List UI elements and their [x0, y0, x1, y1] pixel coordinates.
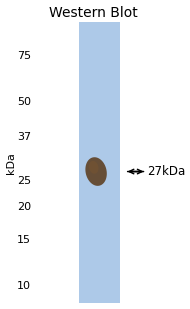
Polygon shape — [85, 157, 107, 186]
Title: Western Blot: Western Blot — [49, 6, 138, 19]
Bar — [79, 22, 120, 303]
Y-axis label: kDa: kDa — [6, 152, 16, 174]
Polygon shape — [89, 161, 99, 174]
Text: 27kDa: 27kDa — [148, 165, 186, 178]
